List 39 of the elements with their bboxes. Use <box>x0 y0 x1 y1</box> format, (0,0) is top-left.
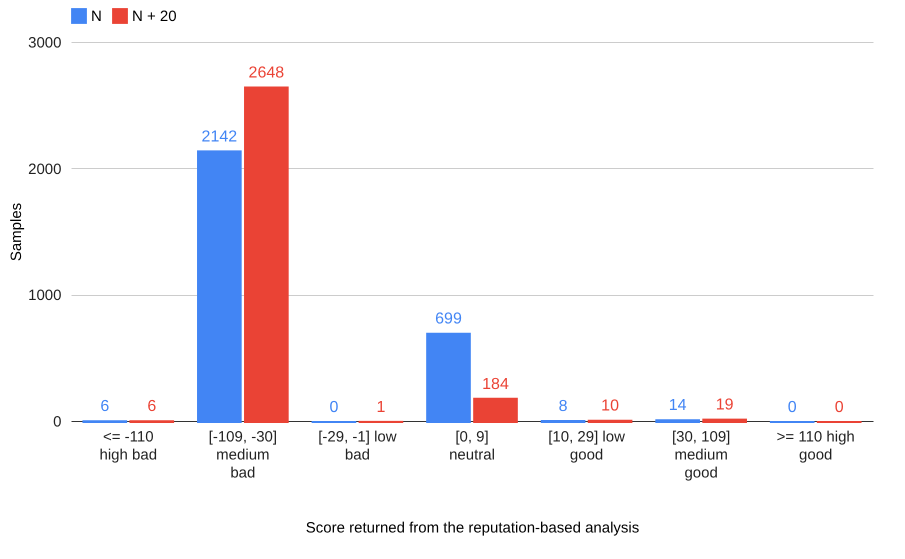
data-label: 10 <box>601 398 620 415</box>
x-axis-title: Score returned from the reputation-based analysis <box>306 520 640 536</box>
data-label: 8 <box>558 398 568 415</box>
x-tick-label: [30, 109] medium good <box>672 428 730 482</box>
bar <box>588 420 632 423</box>
data-label: 2648 <box>248 64 284 82</box>
y-tick-label: 1000 <box>28 287 62 304</box>
data-label: 1 <box>376 398 386 416</box>
data-label: 6 <box>147 398 156 416</box>
y-tick-label: 0 <box>53 414 62 430</box>
y-axis-title: Samples <box>8 202 26 262</box>
data-label: 184 <box>482 376 509 393</box>
x-tick-label: [-29, -1] low bad <box>318 428 397 464</box>
x-tick-label: >= 110 high good <box>776 428 855 464</box>
data-label: 699 <box>435 310 462 328</box>
x-tick-label: <= -110 high bad <box>100 428 158 464</box>
bar <box>540 420 586 423</box>
bar <box>702 418 747 423</box>
bar <box>197 150 242 423</box>
data-label: 14 <box>668 397 687 414</box>
bar <box>129 420 174 423</box>
data-label: 0 <box>329 399 338 416</box>
legend-label: N + 20 <box>132 8 177 25</box>
x-tick-label: [0, 9] neutral <box>449 428 495 464</box>
bar <box>473 398 518 423</box>
bar <box>244 86 289 423</box>
legend-label: N <box>91 8 102 25</box>
x-tick-label: [10, 29] low good <box>548 428 626 464</box>
bar <box>82 420 128 423</box>
data-label: 0 <box>834 399 844 416</box>
data-label: 6 <box>100 398 110 416</box>
bar <box>426 332 471 423</box>
y-tick-label: 3000 <box>28 34 62 52</box>
data-label: 0 <box>788 399 797 416</box>
data-label: 2142 <box>202 128 238 146</box>
data-label: 19 <box>716 396 734 414</box>
x-tick-label: [-109, -30] medium bad <box>208 428 278 482</box>
y-tick-label: 2000 <box>28 160 62 178</box>
bar <box>655 419 700 423</box>
